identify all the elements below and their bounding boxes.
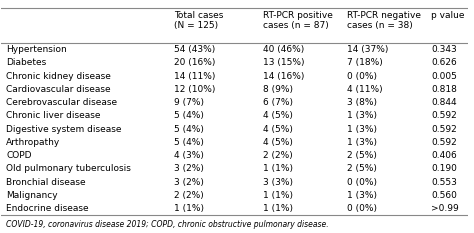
Text: Chronic liver disease: Chronic liver disease: [6, 111, 100, 120]
Text: 14 (16%): 14 (16%): [263, 72, 304, 81]
Text: 0.592: 0.592: [431, 125, 457, 134]
Text: 7 (18%): 7 (18%): [347, 58, 383, 67]
Text: 3 (2%): 3 (2%): [174, 164, 204, 174]
Text: Endocrine disease: Endocrine disease: [6, 204, 89, 213]
Text: 0.005: 0.005: [431, 72, 457, 81]
Text: 3 (8%): 3 (8%): [347, 98, 377, 107]
Text: 0.560: 0.560: [431, 191, 457, 200]
Text: 2 (5%): 2 (5%): [347, 164, 377, 174]
Text: 0 (0%): 0 (0%): [347, 72, 377, 81]
Text: 3 (3%): 3 (3%): [263, 178, 293, 187]
Text: 1 (1%): 1 (1%): [263, 191, 293, 200]
Text: 1 (3%): 1 (3%): [347, 138, 377, 147]
Text: Bronchial disease: Bronchial disease: [6, 178, 86, 187]
Text: 4 (3%): 4 (3%): [174, 151, 204, 160]
Text: 4 (5%): 4 (5%): [263, 138, 293, 147]
Text: 12 (10%): 12 (10%): [174, 85, 216, 94]
Text: 0.592: 0.592: [431, 111, 457, 120]
Text: 8 (9%): 8 (9%): [263, 85, 293, 94]
Text: 2 (5%): 2 (5%): [347, 151, 377, 160]
Text: 9 (7%): 9 (7%): [174, 98, 204, 107]
Text: 1 (3%): 1 (3%): [347, 111, 377, 120]
Text: 14 (11%): 14 (11%): [174, 72, 216, 81]
Text: 40 (46%): 40 (46%): [263, 45, 304, 54]
Text: 4 (11%): 4 (11%): [347, 85, 383, 94]
Text: Hypertension: Hypertension: [6, 45, 67, 54]
Text: 4 (5%): 4 (5%): [263, 125, 293, 134]
Text: 1 (1%): 1 (1%): [263, 164, 293, 174]
Text: COVID-19, coronavirus disease 2019; COPD, chronic obstructive pulmonary disease.: COVID-19, coronavirus disease 2019; COPD…: [6, 220, 328, 229]
Text: Digestive system disease: Digestive system disease: [6, 125, 121, 134]
Text: >0.99: >0.99: [431, 204, 459, 213]
Text: 5 (4%): 5 (4%): [174, 111, 204, 120]
Text: 0.553: 0.553: [431, 178, 457, 187]
Text: 0 (0%): 0 (0%): [347, 178, 377, 187]
Text: Malignancy: Malignancy: [6, 191, 58, 200]
Text: 3 (2%): 3 (2%): [174, 178, 204, 187]
Text: 13 (15%): 13 (15%): [263, 58, 304, 67]
Text: 0.818: 0.818: [431, 85, 457, 94]
Text: Old pulmonary tuberculosis: Old pulmonary tuberculosis: [6, 164, 131, 174]
Text: RT-PCR positive
cases (n = 87): RT-PCR positive cases (n = 87): [263, 10, 333, 30]
Text: 1 (3%): 1 (3%): [347, 125, 377, 134]
Text: 0.190: 0.190: [431, 164, 457, 174]
Text: 2 (2%): 2 (2%): [263, 151, 293, 160]
Text: Diabetes: Diabetes: [6, 58, 46, 67]
Text: 0.626: 0.626: [431, 58, 457, 67]
Text: 0.406: 0.406: [431, 151, 457, 160]
Text: 0.844: 0.844: [431, 98, 457, 107]
Text: 1 (1%): 1 (1%): [263, 204, 293, 213]
Text: 5 (4%): 5 (4%): [174, 138, 204, 147]
Text: Cardiovascular disease: Cardiovascular disease: [6, 85, 111, 94]
Text: 1 (3%): 1 (3%): [347, 191, 377, 200]
Text: Total cases
(N = 125): Total cases (N = 125): [174, 10, 224, 30]
Text: 54 (43%): 54 (43%): [174, 45, 216, 54]
Text: Arthropathy: Arthropathy: [6, 138, 60, 147]
Text: 14 (37%): 14 (37%): [347, 45, 388, 54]
Text: 20 (16%): 20 (16%): [174, 58, 216, 67]
Text: 6 (7%): 6 (7%): [263, 98, 293, 107]
Text: 5 (4%): 5 (4%): [174, 125, 204, 134]
Text: 0 (0%): 0 (0%): [347, 204, 377, 213]
Text: 4 (5%): 4 (5%): [263, 111, 293, 120]
Text: Chronic kidney disease: Chronic kidney disease: [6, 72, 111, 81]
Text: 1 (1%): 1 (1%): [174, 204, 204, 213]
Text: p value: p value: [431, 10, 465, 20]
Text: COPD: COPD: [6, 151, 32, 160]
Text: 2 (2%): 2 (2%): [174, 191, 204, 200]
Text: 0.592: 0.592: [431, 138, 457, 147]
Text: 0.343: 0.343: [431, 45, 457, 54]
Text: RT-PCR negative
cases (n = 38): RT-PCR negative cases (n = 38): [347, 10, 421, 30]
Text: Cerebrovascular disease: Cerebrovascular disease: [6, 98, 117, 107]
